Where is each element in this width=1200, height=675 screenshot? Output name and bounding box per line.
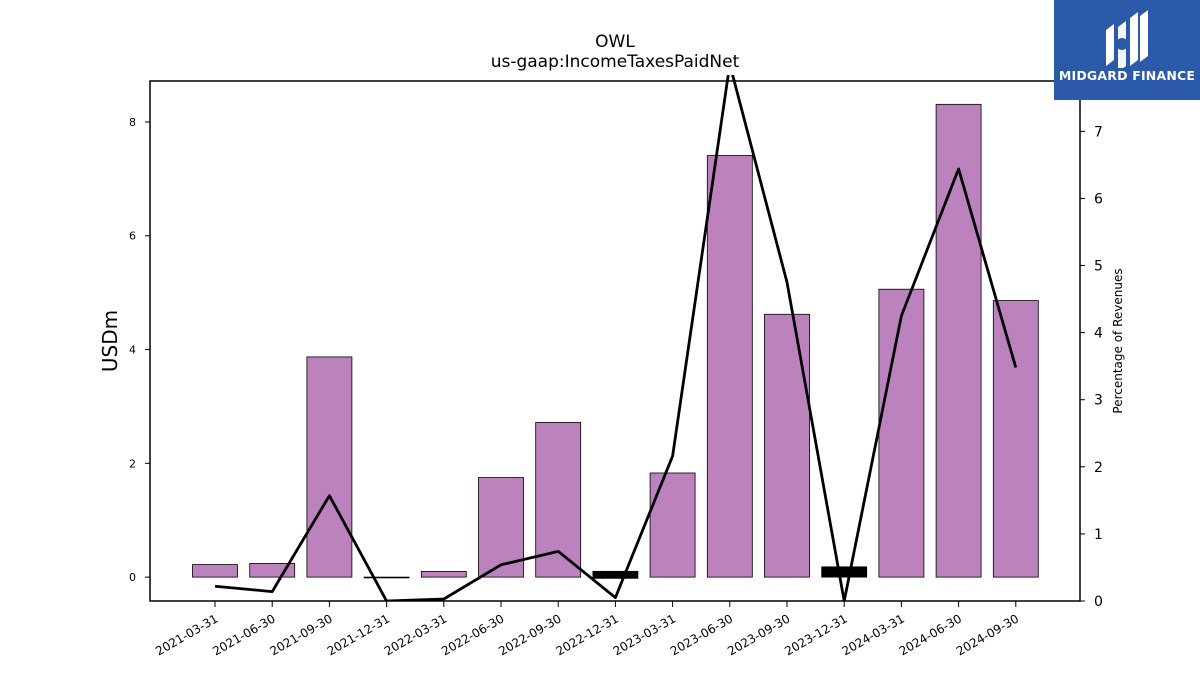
x-tick-label: 2023-12-31: [782, 611, 849, 658]
y2-tick-label: 4: [1094, 326, 1103, 342]
logo-text: MIDGARD FINANCE: [1058, 68, 1196, 83]
y-tick-label: 8: [129, 116, 136, 129]
y-tick-label: 2: [129, 457, 136, 470]
bar: [764, 313, 810, 578]
bar: [649, 472, 696, 578]
y2-tick-label: 5: [1094, 259, 1103, 275]
chart-subtitle: us-gaap:IncomeTaxesPaidNet: [490, 52, 740, 72]
logo-mark-icon: [1106, 10, 1148, 68]
y-tick-label: 0: [129, 571, 136, 584]
bar: [592, 570, 639, 579]
y2-tick-label: 7: [1094, 124, 1103, 140]
x-tick-label: 2024-09-30: [954, 611, 1021, 658]
y-axis-label: USDm: [98, 310, 122, 372]
x-tick-label: 2022-12-31: [553, 611, 620, 658]
bar: [192, 564, 238, 578]
x-tick-label: 2024-06-30: [897, 611, 964, 658]
x-tick-label: 2024-03-31: [839, 611, 906, 658]
x-tick-label: 2022-06-30: [439, 611, 506, 658]
y2-tick-label: 1: [1094, 527, 1103, 543]
y-tick-label: 6: [129, 230, 136, 243]
brand-logo: MIDGARD FINANCE: [1054, 0, 1200, 100]
ratio-line: [214, 75, 1018, 601]
bar: [706, 155, 753, 578]
x-tick-label: 2021-06-30: [210, 611, 277, 658]
x-tick-label: 2022-03-31: [382, 611, 449, 658]
bar: [878, 288, 925, 578]
bar: [935, 103, 982, 578]
x-tick-label: 2021-09-30: [267, 611, 334, 658]
x-tick-label: 2021-03-31: [153, 611, 220, 658]
bar: [306, 356, 353, 578]
x-tick-label: 2021-12-31: [325, 611, 392, 658]
bar: [992, 300, 1039, 578]
y-tick-label: 4: [129, 344, 136, 357]
bar: [821, 566, 868, 578]
y2-tick-label: 3: [1094, 393, 1103, 409]
chart-title: OWL: [595, 32, 635, 52]
y2-tick-label: 6: [1094, 191, 1103, 207]
bar: [420, 571, 467, 578]
x-tick-label: 2023-06-30: [668, 611, 735, 658]
x-tick-label: 2023-03-31: [611, 611, 678, 658]
y2-axis-label: Percentage of Revenues: [1111, 268, 1125, 413]
x-tick-label: 2023-09-30: [725, 611, 792, 658]
x-tick-label: 2022-09-30: [496, 611, 563, 658]
bar: [363, 576, 410, 579]
y2-tick-label: 0: [1094, 594, 1103, 610]
y2-tick-label: 2: [1094, 460, 1103, 476]
